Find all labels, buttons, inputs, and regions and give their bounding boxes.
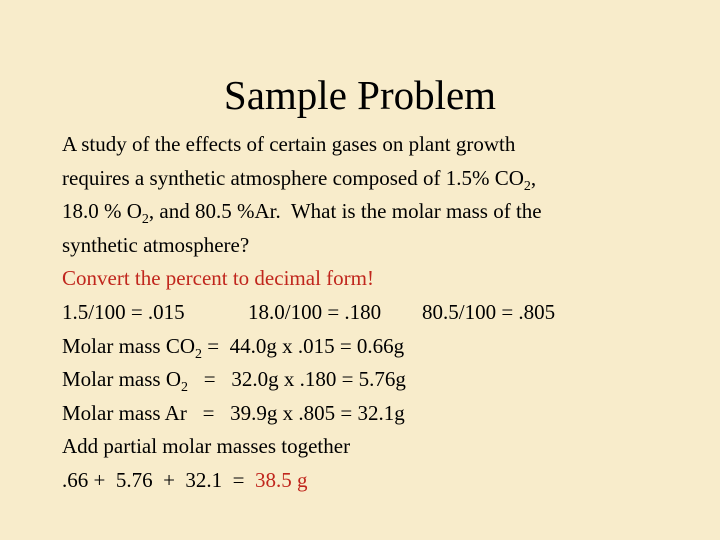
text-line: Convert the percent to decimal form!	[62, 262, 702, 296]
slide-body: A study of the effects of certain gases …	[62, 128, 702, 498]
text-line: Molar mass CO2 = 44.0g x .015 = 0.66g	[62, 330, 702, 364]
text: Add partial molar masses together	[62, 434, 351, 459]
text-line: 1.5/100 = .015 18.0/100 = .180 80.5/100 = …	[62, 296, 702, 330]
text: 18.0 % O	[62, 199, 142, 224]
text: Molar mass O	[62, 367, 181, 392]
subscript: 2	[141, 212, 149, 228]
text: 18.0/100 = .180	[248, 299, 382, 324]
answer: 38.5 g	[255, 467, 308, 492]
highlight-text: Convert the percent to decimal form!	[62, 266, 374, 291]
text-line: A study of the effects of certain gases …	[62, 128, 702, 162]
text: Molar mass CO	[62, 333, 195, 358]
text: 80.5/100 = .805	[422, 299, 556, 324]
subscript: 2	[181, 380, 188, 396]
text: = 32.0g x .180 = 5.76g	[188, 367, 406, 392]
text: A study of the effects of certain gases …	[62, 132, 516, 156]
text: ,	[530, 165, 537, 190]
text-line: 18.0 % O2, and 80.5 %Ar. What is the mol…	[62, 195, 702, 229]
text: 1.5/100 = .015	[62, 299, 185, 324]
text: .66 + 5.76 + 32.1 =	[62, 467, 256, 492]
text: synthetic atmosphere?	[62, 232, 250, 257]
subscript: 2	[523, 178, 531, 194]
text: Molar mass Ar = 39.9g x .805 = 32.1g	[62, 400, 405, 425]
text: requires a synthetic atmosphere composed…	[62, 165, 524, 190]
text-line: requires a synthetic atmosphere composed…	[62, 162, 702, 196]
text: , and 80.5 %Ar. What is the molar mass o…	[148, 199, 542, 224]
text-line: synthetic atmosphere?	[62, 229, 702, 263]
text-line: Molar mass O2 = 32.0g x .180 = 5.76g	[62, 363, 702, 397]
text-line: .66 + 5.76 + 32.1 = 38.5 g	[62, 464, 702, 498]
subscript: 2	[195, 346, 202, 362]
text-line: Molar mass Ar = 39.9g x .805 = 32.1g	[62, 397, 702, 431]
text: = 44.0g x .015 = 0.66g	[202, 333, 405, 358]
text-line: Add partial molar masses together	[62, 430, 702, 464]
slide-title: Sample Problem	[223, 72, 497, 118]
